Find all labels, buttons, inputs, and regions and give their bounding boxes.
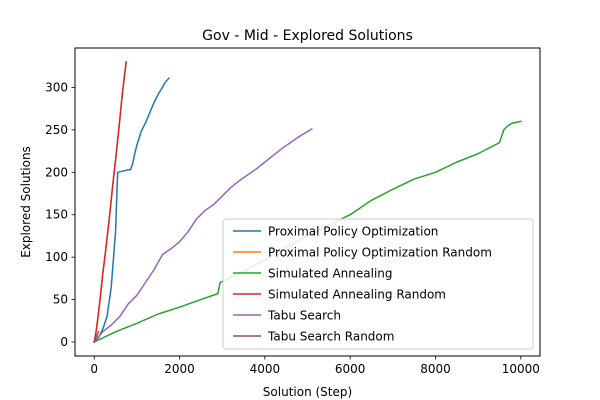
x-tick-label-5: 10000	[502, 362, 540, 376]
y-tick-label-6: 300	[45, 80, 68, 94]
y-tick-label-2: 100	[45, 250, 68, 264]
x-tick-label-1: 2000	[164, 362, 195, 376]
legend-label-2: Simulated Annealing	[268, 267, 393, 281]
legend: Proximal Policy Optimization Proximal Pol…	[222, 218, 534, 350]
legend-label-4: Tabu Search	[267, 309, 341, 323]
legend-label-1: Proximal Policy Optimization Random	[268, 246, 492, 260]
legend-box	[222, 218, 534, 350]
y-tick-label-4: 200	[45, 165, 68, 179]
x-axis: 0 2000 4000 6000 8000 10000	[90, 356, 540, 376]
y-tick-label-5: 250	[45, 123, 68, 137]
legend-label-5: Tabu Search Random	[267, 330, 394, 344]
x-tick-label-3: 6000	[335, 362, 366, 376]
series-line-4	[93, 128, 313, 344]
x-tick-label-0: 0	[90, 362, 98, 376]
y-tick-label-1: 50	[53, 293, 68, 307]
legend-label-3: Simulated Annealing Random	[268, 288, 446, 302]
chart-title: Gov - Mid - Explored Solutions	[202, 28, 413, 44]
legend-label-0: Proximal Policy Optimization	[268, 225, 438, 239]
series-line-5	[93, 330, 100, 343]
series-line-3	[93, 61, 128, 343]
y-tick-label-0: 0	[60, 335, 68, 349]
x-tick-label-2: 4000	[250, 362, 281, 376]
y-axis-label: Explored Solutions	[19, 146, 33, 258]
axes-frame	[74, 47, 541, 357]
x-tick-label-4: 8000	[420, 362, 451, 376]
x-axis-label: Solution (Step)	[263, 385, 352, 399]
y-tick-label-3: 150	[45, 208, 68, 222]
series-line-0	[93, 77, 170, 344]
y-axis: 0 50 100 150 200 250 300	[45, 80, 75, 349]
